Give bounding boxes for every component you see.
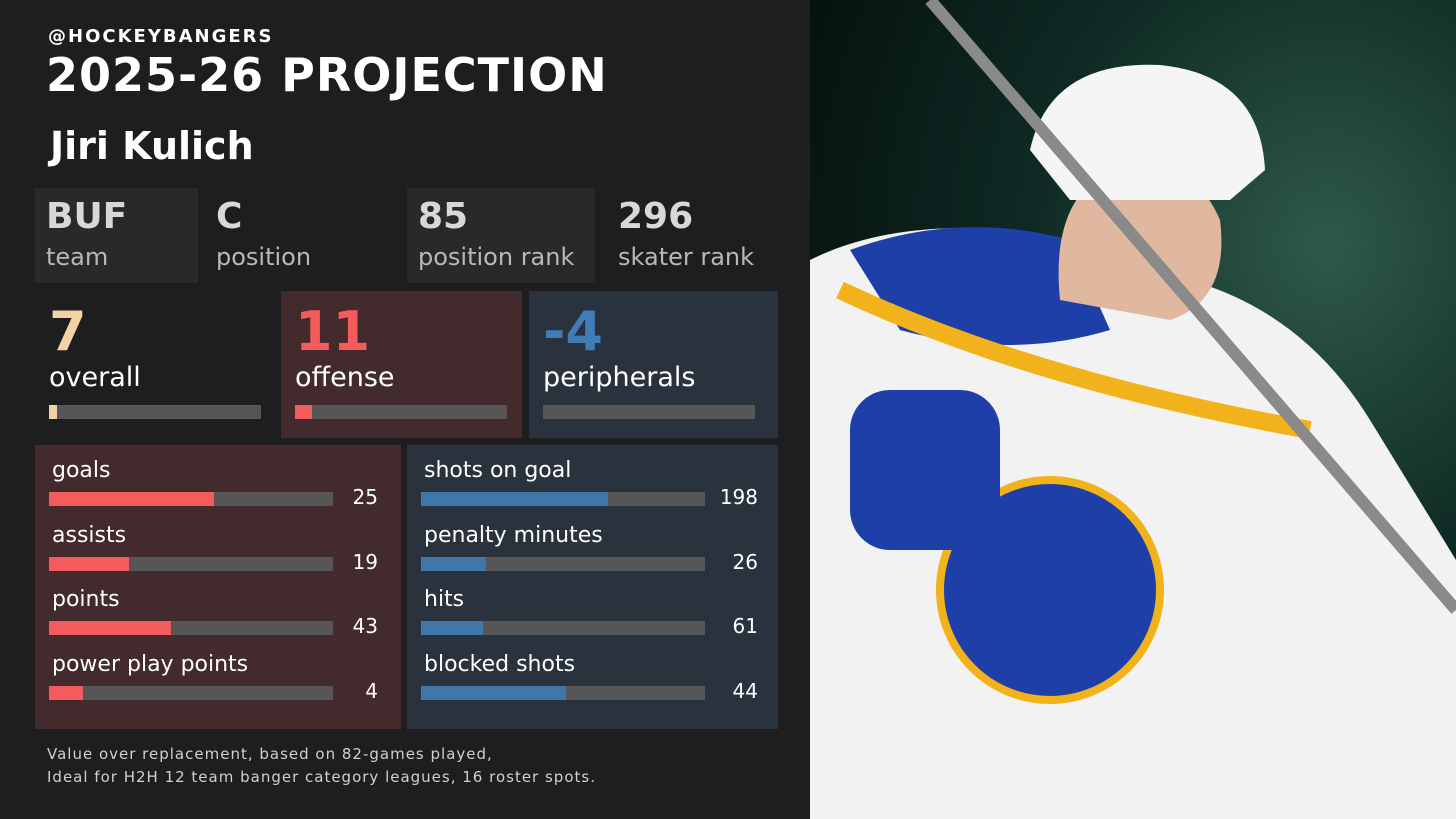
stat-value: 198	[719, 485, 758, 509]
stick	[925, 0, 1456, 614]
score-value: -4	[543, 300, 603, 363]
stat-value: 4	[365, 678, 378, 703]
bar-track	[49, 685, 333, 700]
stat-label: penalty minutes	[424, 522, 603, 548]
bar-fill	[421, 492, 609, 506]
stat-value: 43	[352, 614, 378, 638]
stat-label: points	[52, 587, 120, 612]
bar-fill	[49, 405, 58, 419]
stat-label: goals	[52, 458, 111, 483]
bar-track	[295, 405, 507, 419]
bar-fill	[295, 405, 312, 419]
bar-fill	[421, 685, 566, 700]
bar-track	[421, 621, 705, 635]
footer-note: Ideal for H2H 12 team banger category le…	[47, 768, 596, 786]
stat-label: power play points	[52, 651, 249, 677]
bar-track	[543, 405, 755, 419]
bar-track	[49, 405, 261, 419]
info-value: BUF	[46, 196, 128, 237]
stripe	[836, 281, 1312, 439]
stat-value: 26	[732, 549, 758, 574]
bar-fill	[49, 685, 84, 700]
stat-value: 19	[352, 549, 378, 574]
info-label: position	[216, 243, 312, 271]
logo	[936, 476, 1164, 704]
stat-value: 61	[732, 614, 758, 638]
stat-value: 44	[732, 678, 758, 703]
bar-fill	[49, 492, 214, 506]
stat-value: 25	[352, 485, 378, 509]
info-value: 85	[418, 196, 469, 237]
stat-label: hits	[424, 587, 465, 612]
stat-label: blocked shots	[424, 651, 576, 677]
score-value: 7	[49, 300, 87, 363]
info-box	[407, 188, 595, 283]
handle: @HOCKEYBANGERS	[48, 26, 274, 47]
glove	[850, 390, 1000, 550]
score-label: overall	[49, 362, 141, 393]
info-label: skater rank	[618, 243, 755, 271]
bar-fill	[49, 556, 129, 571]
player-photo	[810, 0, 1456, 819]
bar-track	[421, 556, 705, 571]
score-value: 11	[295, 300, 371, 363]
title: 2025-26 PROJECTION	[46, 48, 608, 102]
score-label: peripherals	[543, 362, 696, 393]
stat-label: shots on goal	[424, 458, 572, 483]
info-value: 296	[618, 196, 694, 237]
bar-fill	[421, 621, 484, 635]
player-name: Jiri Kulich	[50, 124, 254, 168]
player-illustration	[810, 0, 1456, 819]
helmet	[1030, 64, 1265, 200]
info-box	[35, 188, 198, 283]
info-label: position rank	[418, 243, 575, 271]
score-label: offense	[295, 362, 395, 393]
footer-note: Value over replacement, based on 82-game…	[47, 745, 493, 763]
info-value: C	[216, 196, 243, 237]
bar-fill	[421, 556, 487, 571]
bar-fill	[49, 621, 172, 635]
stat-label: assists	[52, 522, 127, 548]
info-label: team	[46, 243, 109, 271]
